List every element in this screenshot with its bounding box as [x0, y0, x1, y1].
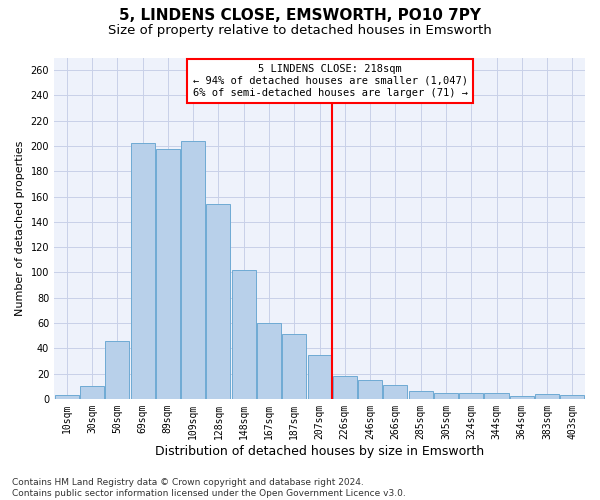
Bar [535, 394, 559, 399]
Bar [181, 141, 205, 399]
Bar [383, 385, 407, 399]
Text: 5, LINDENS CLOSE, EMSWORTH, PO10 7PY: 5, LINDENS CLOSE, EMSWORTH, PO10 7PY [119, 8, 481, 22]
Bar [282, 334, 306, 399]
Bar [459, 392, 483, 399]
Bar [510, 396, 534, 399]
Text: Size of property relative to detached houses in Emsworth: Size of property relative to detached ho… [108, 24, 492, 37]
Bar [232, 270, 256, 399]
Bar [434, 392, 458, 399]
Bar [257, 323, 281, 399]
Bar [560, 395, 584, 399]
X-axis label: Distribution of detached houses by size in Emsworth: Distribution of detached houses by size … [155, 444, 484, 458]
Text: 5 LINDENS CLOSE: 218sqm
← 94% of detached houses are smaller (1,047)
6% of semi-: 5 LINDENS CLOSE: 218sqm ← 94% of detache… [193, 64, 467, 98]
Bar [105, 340, 129, 399]
Bar [80, 386, 104, 399]
Bar [156, 148, 180, 399]
Bar [206, 204, 230, 399]
Bar [333, 376, 357, 399]
Bar [484, 392, 509, 399]
Bar [308, 354, 332, 399]
Bar [409, 391, 433, 399]
Bar [131, 144, 155, 399]
Y-axis label: Number of detached properties: Number of detached properties [15, 140, 25, 316]
Bar [55, 395, 79, 399]
Text: Contains HM Land Registry data © Crown copyright and database right 2024.
Contai: Contains HM Land Registry data © Crown c… [12, 478, 406, 498]
Bar [358, 380, 382, 399]
